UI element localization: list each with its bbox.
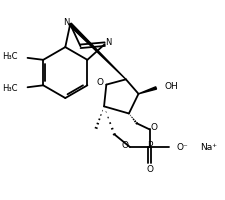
Text: H₃C: H₃C — [2, 52, 18, 61]
Text: O: O — [151, 123, 158, 132]
Polygon shape — [69, 23, 126, 79]
Text: N: N — [63, 18, 70, 27]
Text: N: N — [106, 38, 112, 47]
Text: O: O — [97, 78, 104, 87]
Text: H₃C: H₃C — [2, 84, 18, 93]
Text: P: P — [147, 141, 152, 150]
Text: OH: OH — [165, 82, 179, 91]
Polygon shape — [139, 87, 157, 94]
Text: O: O — [146, 165, 153, 174]
Text: O⁻: O⁻ — [177, 143, 189, 152]
Text: O: O — [122, 141, 128, 150]
Text: Na⁺: Na⁺ — [200, 143, 218, 152]
